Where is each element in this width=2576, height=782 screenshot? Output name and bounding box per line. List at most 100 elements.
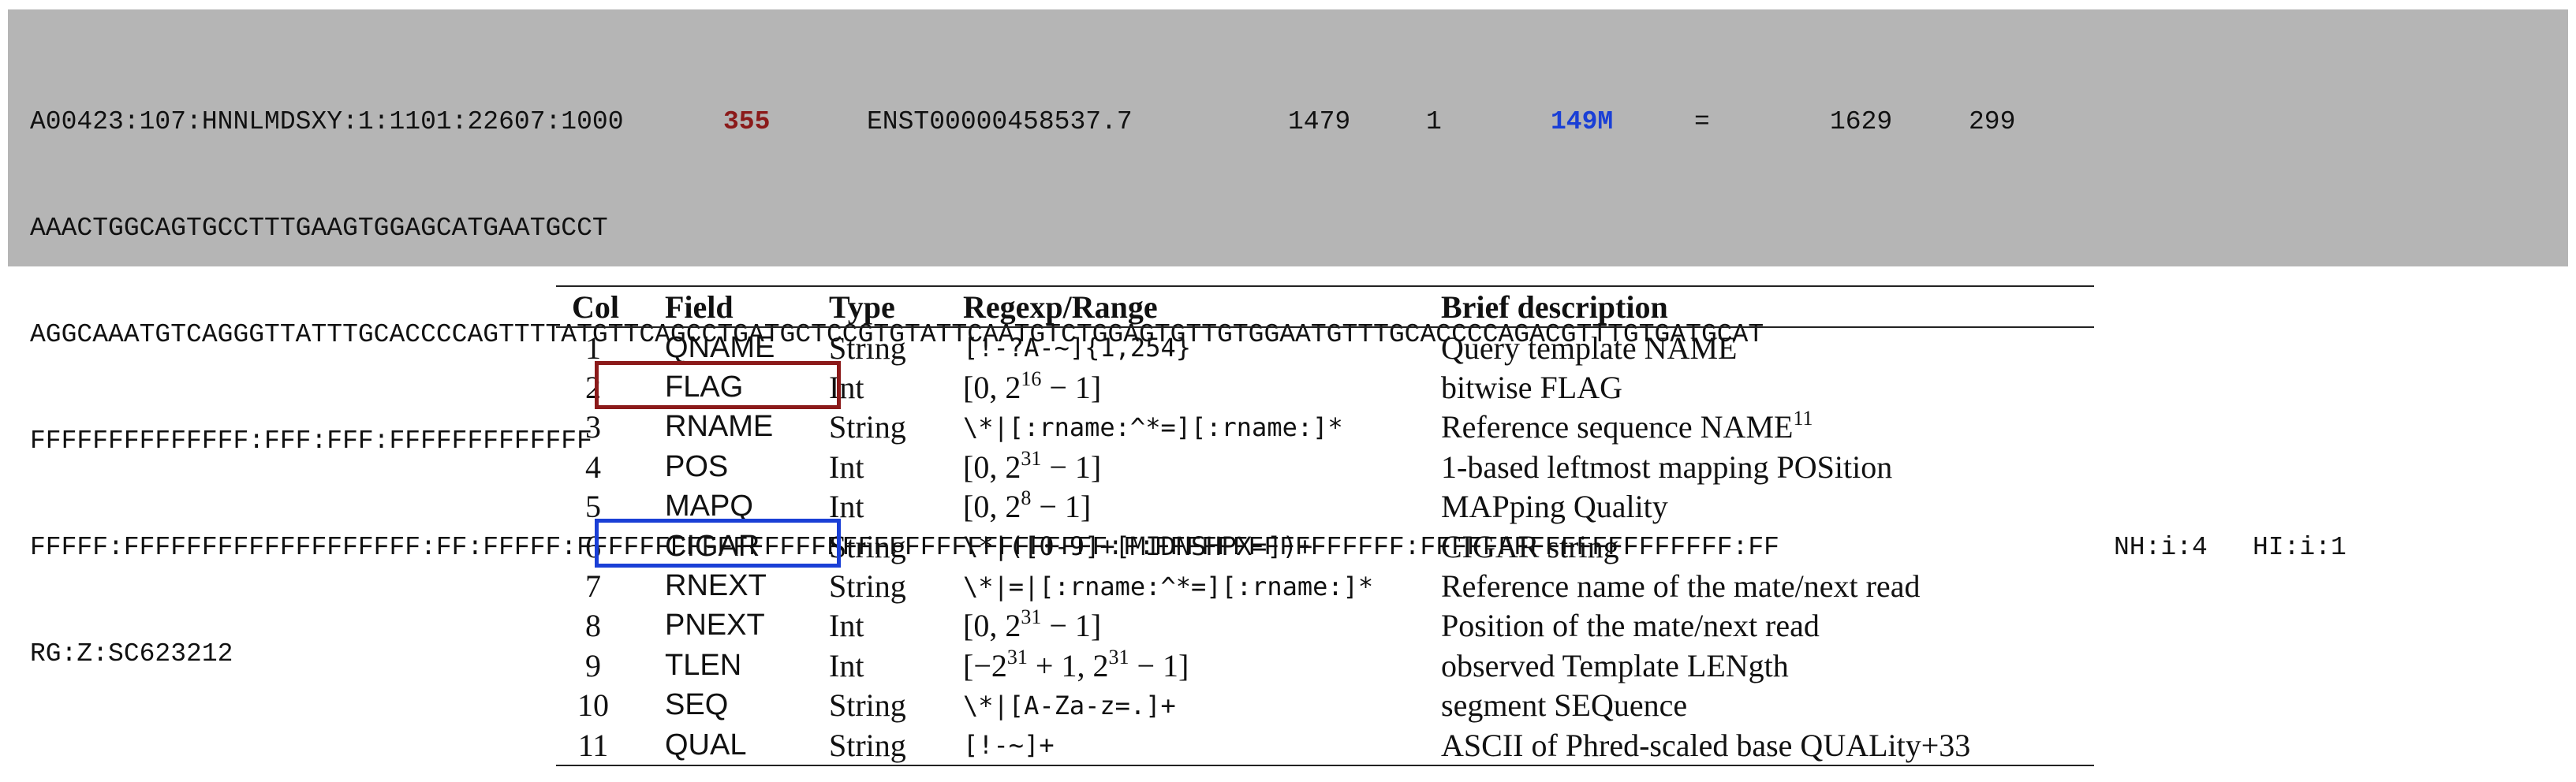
- row-type: Int: [829, 370, 864, 406]
- row-col: 10: [577, 687, 609, 724]
- row-field: QNAME: [665, 330, 775, 364]
- row-field: POS: [665, 449, 729, 483]
- header-field: Field: [665, 285, 829, 328]
- row-description: ASCII of Phred-scaled base QUALity+33: [1441, 724, 2094, 767]
- row-description: CIGAR string: [1441, 528, 1619, 564]
- sam-seq-part-1: AAACTGGCAGTGCCTTTGAAGTGGAGCATGAATGCCT: [30, 214, 608, 243]
- row-type: String: [829, 687, 906, 724]
- row-col: 5: [585, 489, 601, 525]
- regex-base: [0, 2: [963, 449, 1021, 485]
- table-row-flag: 2 FLAG Int [0, 216 − 1] bitwise FLAG: [556, 367, 2094, 407]
- regex-tail: − 1]: [1031, 489, 1092, 525]
- row-regex: [0, 231 − 1]: [963, 447, 1441, 486]
- regex-exponent: 31: [1006, 645, 1028, 668]
- regex-exponent: 16: [1021, 367, 1042, 391]
- header-regex: Regexp/Range: [963, 285, 1441, 328]
- row-type: Int: [829, 647, 864, 683]
- header-col: Col: [556, 285, 665, 328]
- row-regex: \*|([0-9]+[MIDNSHPX=])+: [963, 531, 1313, 562]
- table-row: 4 POS Int [0, 231 − 1] 1-based leftmost …: [556, 447, 2094, 486]
- row-regex: [!-?A-~]{1,254}: [963, 333, 1191, 363]
- row-type: String: [829, 409, 906, 445]
- regex-tail: − 1]: [1041, 449, 1102, 485]
- row-col: 9: [585, 647, 601, 683]
- row-description: Reference sequence NAME11: [1441, 408, 2094, 447]
- footnote-marker: 11: [1793, 407, 1813, 430]
- table-row: 7 RNEXT String \*|=|[:rname:^*=][:rname:…: [556, 566, 2094, 605]
- regex-tail: − 1]: [1129, 647, 1189, 683]
- sam-pos: 1479: [1288, 107, 1351, 136]
- sam-tlen: 299: [1969, 107, 2016, 136]
- row-col: 2: [585, 370, 601, 406]
- row-description: Query template NAME: [1441, 330, 1738, 366]
- header-description: Brief description: [1441, 285, 2094, 328]
- regex-base: [0, 2: [963, 608, 1021, 644]
- row-type: String: [829, 528, 906, 564]
- regex-exponent: 8: [1021, 486, 1032, 510]
- regex-base: [0, 2: [963, 489, 1021, 525]
- row-field: TLEN: [665, 648, 742, 682]
- header-type: Type: [829, 285, 963, 328]
- row-regex: [0, 216 − 1]: [963, 367, 1441, 407]
- sam-record-line-1: A00423:107:HNNLMDSXY:1:1101:22607:1000 3…: [30, 104, 2015, 140]
- row-description: Position of the mate/next read: [1441, 608, 1820, 644]
- regex-exponent: 31: [1021, 605, 1042, 629]
- row-description: MAPping Quality: [1441, 489, 1668, 525]
- regex-tail: − 1]: [1041, 608, 1102, 644]
- regex-exponent: 31: [1021, 446, 1042, 470]
- sam-record-line-6: RG:Z:SC623212: [30, 636, 233, 672]
- row-regex: [!-~]+: [963, 724, 1441, 767]
- row-regex: \*|[:rname:^*=][:rname:]*: [963, 411, 1343, 442]
- row-field: PNEXT: [665, 609, 765, 642]
- row-type: String: [829, 724, 963, 767]
- row-col: 7: [585, 568, 601, 605]
- table-row: 11 QUAL String [!-~]+ ASCII of Phred-sca…: [556, 724, 2094, 767]
- sam-record-line-4: FFFFFFFFFFFFFF:FFF:FFF:FFFFFFFFFFFFF: [30, 423, 592, 459]
- row-field: RNAME: [665, 410, 774, 444]
- regex-tail: − 1]: [1041, 370, 1102, 406]
- row-type: String: [829, 330, 906, 366]
- sam-rnext: =: [1694, 107, 1710, 136]
- table-row: 5 MAPQ Int [0, 28 − 1] MAPping Quality: [556, 487, 2094, 527]
- row-field: RNEXT: [665, 569, 767, 603]
- sam-tag-nh: NH:i:4: [2114, 533, 2208, 562]
- row-description: segment SEQuence: [1441, 687, 1688, 724]
- row-description: Reference name of the mate/next read: [1441, 568, 1921, 605]
- sam-mapq: 1: [1426, 107, 1442, 136]
- row-description: bitwise FLAG: [1441, 370, 1622, 406]
- sam-pnext: 1629: [1830, 107, 1893, 136]
- regex-base: [−2: [963, 647, 1007, 683]
- table-row: 1 QNAME String [!-?A-~]{1,254} Query tem…: [556, 327, 2094, 367]
- row-regex: [−231 + 1, 231 − 1]: [963, 646, 1441, 685]
- row-col: 8: [585, 608, 601, 644]
- sam-record-line-3: AGGCAAATGTCAGGGTTATTTGCACCCCAGTTTTATGTTC…: [30, 317, 1764, 352]
- row-regex: \*|=|[:rname:^*=][:rname:]*: [963, 571, 1374, 601]
- row-field: CIGAR: [665, 529, 760, 563]
- sam-rname: ENST00000458537.7: [867, 107, 1133, 136]
- sam-cigar: 149M: [1551, 107, 1614, 136]
- row-col: 1: [585, 330, 601, 366]
- row-col: 3: [585, 409, 601, 445]
- row-regex: \*|[A-Za-z=.]+: [963, 690, 1176, 721]
- sam-tag-hi: HI:i:1: [2253, 533, 2346, 562]
- row-col: 11: [556, 724, 665, 767]
- sam-record-line-5: FFFFF:FFFFFFFFFFFFFFFFFFF:FF:FFFFF:FFFFF…: [30, 530, 2346, 565]
- row-regex: [0, 28 − 1]: [963, 487, 1441, 527]
- sam-qual-part-2: FFFFF:FFFFFFFFFFFFFFFFFFF:FF:FFFFF:FFFFF…: [30, 533, 1779, 562]
- table-row: 3 RNAME String \*|[:rname:^*=][:rname:]*…: [556, 408, 2094, 447]
- row-type: Int: [829, 449, 864, 485]
- table-header-row: Col Field Type Regexp/Range Brief descri…: [556, 285, 2094, 328]
- sam-record-line-2: AAACTGGCAGTGCCTTTGAAGTGGAGCATGAATGCCT: [30, 210, 608, 246]
- regex-base: [0, 2: [963, 370, 1021, 406]
- table-row: 8 PNEXT Int [0, 231 − 1] Position of the…: [556, 606, 2094, 646]
- row-field: MAPQ: [665, 490, 753, 523]
- row-type: Int: [829, 489, 864, 525]
- table-row-cigar: 6 CIGAR String \*|([0-9]+[MIDNSHPX=])+ C…: [556, 527, 2094, 566]
- row-field: QUAL: [665, 724, 829, 767]
- sam-record-text: A00423:107:HNNLMDSXY:1:1101:22607:1000 3…: [30, 33, 2346, 743]
- row-field: SEQ: [665, 688, 729, 722]
- table-row: 10 SEQ String \*|[A-Za-z=.]+ segment SEQ…: [556, 686, 2094, 725]
- table-row: 9 TLEN Int [−231 + 1, 231 − 1] observed …: [556, 646, 2094, 685]
- row-regex: [0, 231 − 1]: [963, 606, 1441, 646]
- row-type: String: [829, 568, 906, 605]
